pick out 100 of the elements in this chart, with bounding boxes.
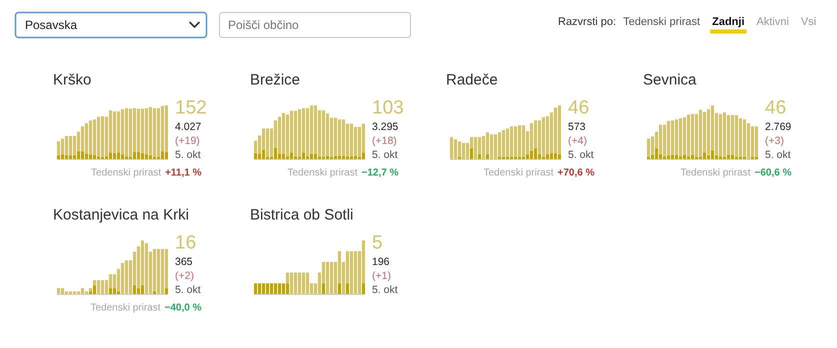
bar (663, 124, 666, 156)
bar (64, 136, 68, 156)
text: 103 (372, 98, 404, 118)
bar (60, 154, 64, 159)
bar (72, 291, 76, 294)
bar (699, 110, 702, 157)
text: Zadnji (712, 16, 745, 28)
text: +70,6 % (558, 168, 595, 178)
bar (754, 126, 758, 157)
bar (64, 291, 68, 294)
chart-title: Radeče (446, 72, 498, 88)
bar (164, 288, 168, 294)
bar (663, 156, 666, 159)
bar (330, 118, 333, 157)
bar (254, 153, 257, 159)
bar (124, 108, 128, 156)
bar (88, 120, 92, 154)
bar (362, 283, 365, 294)
bar (679, 156, 682, 159)
bar (731, 154, 734, 159)
bar (88, 288, 92, 292)
bar (326, 262, 329, 294)
bar (703, 112, 706, 153)
bar (647, 138, 650, 157)
bar (362, 124, 365, 153)
bar (498, 132, 502, 157)
bar (522, 125, 526, 157)
bar (120, 262, 124, 294)
text: (+3) (765, 135, 784, 147)
bar (346, 156, 349, 159)
bar (132, 285, 136, 294)
bar (554, 108, 558, 154)
text: 5. okt (175, 149, 201, 161)
text: 5. okt (765, 149, 791, 161)
text: Razvrsti po: (558, 16, 616, 28)
text: −40,0 % (164, 302, 202, 314)
bar (136, 108, 140, 152)
bar (326, 114, 329, 156)
text: 4.027 (175, 121, 202, 133)
bar (266, 283, 269, 294)
bar (72, 136, 76, 156)
bar (494, 134, 498, 159)
text: Vsi (800, 16, 816, 28)
text: Tedenski prirast (287, 168, 358, 178)
bar (108, 288, 112, 294)
bar (76, 152, 80, 159)
bar (136, 152, 140, 159)
bar (306, 108, 309, 156)
bar (711, 150, 714, 159)
bar (294, 110, 297, 156)
bar (310, 106, 313, 154)
bar (350, 156, 353, 159)
bar (108, 152, 112, 159)
bar (526, 154, 530, 159)
bar (719, 156, 722, 159)
bar (502, 130, 506, 157)
bar (546, 154, 550, 159)
bar (358, 126, 361, 157)
bar (68, 291, 72, 294)
bar (350, 124, 353, 156)
bar (254, 283, 257, 294)
chart-title: Kostanjevica na Krki (53, 206, 189, 224)
bar (486, 154, 490, 159)
bar (703, 152, 706, 159)
bar (671, 120, 674, 155)
bar (735, 115, 738, 157)
bar (152, 291, 156, 294)
bar (510, 126, 514, 157)
bar (683, 117, 686, 155)
bar (132, 152, 136, 159)
chart-title: Bistrica ob Sotli (250, 206, 354, 224)
bar (76, 291, 80, 294)
bar (338, 156, 341, 159)
bar (667, 121, 670, 156)
bar (156, 249, 160, 294)
bar (84, 154, 88, 159)
text: −60,6 % (754, 168, 792, 178)
bar (530, 123, 534, 151)
text: 2.769 (765, 121, 792, 133)
bar (84, 291, 88, 294)
chart-title: Sevnica (643, 72, 698, 88)
text: 5. okt (372, 284, 398, 296)
bar (675, 154, 678, 159)
bar (120, 154, 124, 159)
bar (302, 108, 305, 153)
bar (144, 154, 148, 159)
bar (727, 115, 730, 155)
bar (679, 118, 682, 156)
bar (144, 108, 148, 154)
bar (687, 114, 690, 156)
bar (691, 154, 694, 159)
bar (262, 283, 265, 294)
bar (278, 283, 281, 294)
bar (659, 124, 662, 154)
bar (750, 126, 754, 157)
bar (294, 272, 297, 294)
bar (160, 152, 164, 159)
bar (60, 288, 64, 294)
bar (302, 272, 305, 294)
bar (558, 106, 562, 154)
